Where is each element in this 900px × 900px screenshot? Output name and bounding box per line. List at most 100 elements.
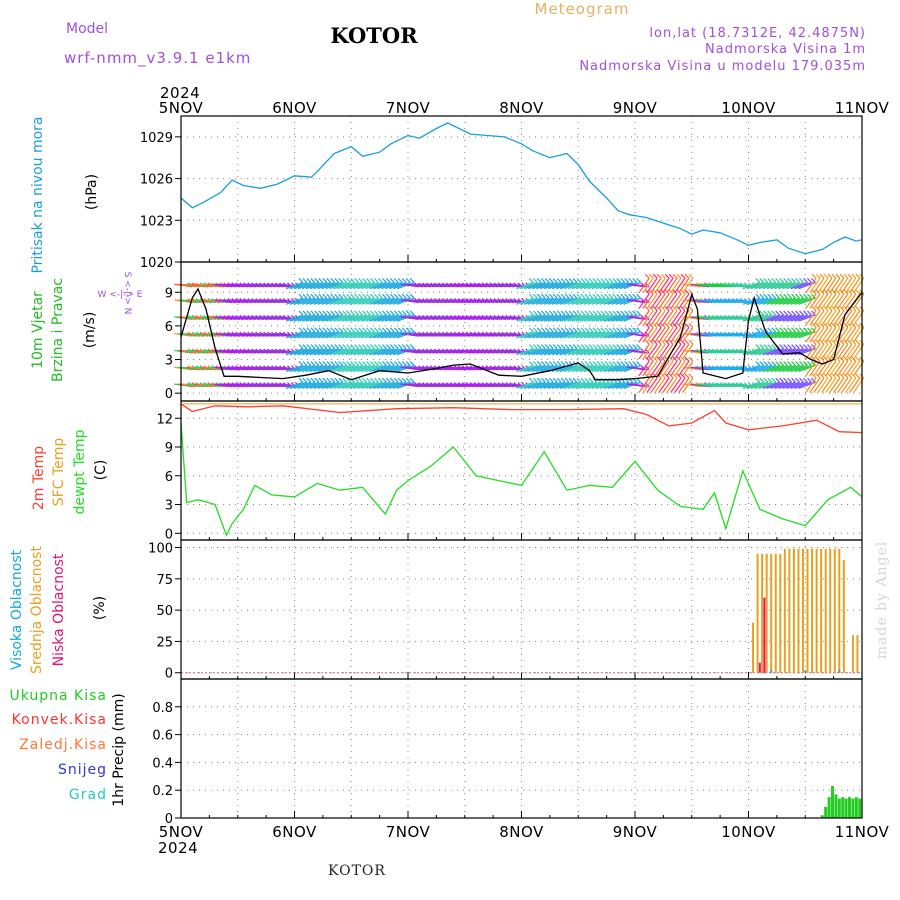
footer-station: KOTOR xyxy=(328,863,386,879)
wind-barb xyxy=(397,377,403,383)
wind-barb xyxy=(334,327,340,333)
wind-barb xyxy=(688,273,694,279)
wind-barb xyxy=(844,343,857,360)
wind-barb xyxy=(381,327,387,333)
wind-barb xyxy=(405,327,411,333)
wind-barb xyxy=(548,278,554,283)
wind-barb xyxy=(782,381,800,389)
wind-barb xyxy=(330,293,336,299)
wind-barb xyxy=(342,293,348,299)
wind-barb xyxy=(532,314,550,322)
wind-barb xyxy=(611,297,629,305)
wind-barb xyxy=(668,273,674,279)
wind-barb xyxy=(520,381,538,389)
wind-barb xyxy=(803,293,808,299)
wind-barb xyxy=(587,314,606,322)
wind-barb xyxy=(301,314,320,322)
wind-barb xyxy=(568,327,574,333)
wind-barb xyxy=(544,314,562,322)
wind-barb xyxy=(516,364,534,373)
wind-barb xyxy=(564,327,570,333)
wind-barb xyxy=(583,381,602,389)
wind-barb xyxy=(354,344,360,350)
wind-barb xyxy=(666,360,678,377)
year-top: 2024 xyxy=(160,84,200,102)
wind-barb xyxy=(334,377,340,383)
wind-barb xyxy=(825,343,837,360)
wind-barb xyxy=(684,356,690,362)
wind-barb xyxy=(636,293,642,299)
wind-barb xyxy=(767,310,773,316)
wind-barb xyxy=(628,293,634,299)
wind-barb xyxy=(389,347,407,356)
wind-barb xyxy=(385,281,403,290)
wind-barb xyxy=(678,277,690,294)
frz-precip-label: Zaledj.Kisa xyxy=(19,737,107,753)
wind-barb xyxy=(758,297,776,305)
wind-barb xyxy=(779,360,785,366)
wind-barb xyxy=(385,360,391,366)
wind-barb xyxy=(742,297,761,305)
y-tick-label: 75 xyxy=(156,573,173,588)
wind-barb xyxy=(552,310,558,316)
wind-barb xyxy=(571,314,590,322)
wind-barb xyxy=(540,297,558,305)
wind-barb xyxy=(666,293,678,309)
wind-barb xyxy=(631,299,650,304)
wind-barb xyxy=(763,377,769,383)
wind-barb xyxy=(794,331,812,339)
wind-barb xyxy=(548,327,554,333)
wind-barb xyxy=(579,314,598,322)
wind-barb xyxy=(305,364,324,373)
y-tick-label: 0.8 xyxy=(152,701,173,716)
wind-barb xyxy=(338,278,344,283)
wind-barb xyxy=(833,310,845,326)
wind-barb xyxy=(579,364,598,373)
wind-barb xyxy=(684,289,690,295)
wind-barb xyxy=(810,278,816,283)
wind-barb xyxy=(326,278,332,283)
date-label: 8NOV xyxy=(499,99,544,117)
wind-barb xyxy=(755,278,761,283)
wind-barb xyxy=(555,314,574,322)
wind-barb xyxy=(775,377,781,383)
wind-barb xyxy=(587,381,606,389)
wind-barb xyxy=(584,360,590,366)
wind-barb xyxy=(791,360,797,366)
wind-barb xyxy=(658,327,670,343)
wind-barb xyxy=(302,293,308,299)
date-label: 10NOV xyxy=(721,99,776,117)
wind-barb xyxy=(520,331,538,339)
wind-barb xyxy=(767,377,773,383)
wind-barb xyxy=(829,343,841,360)
wind-barb xyxy=(362,293,367,299)
wind-barb xyxy=(844,327,857,343)
wind-barb xyxy=(595,347,614,356)
wind-barb xyxy=(851,273,857,279)
wind-barb xyxy=(329,297,347,305)
wind-barb xyxy=(771,360,777,366)
y-tick-label: 0.6 xyxy=(152,729,173,744)
wind-barb xyxy=(313,331,331,339)
wind-barb xyxy=(631,366,650,371)
wind-barb xyxy=(823,273,829,279)
wind-barb xyxy=(658,377,670,394)
wind-barb xyxy=(806,278,812,283)
wind-barb xyxy=(837,343,849,360)
wind-barb xyxy=(350,310,356,316)
wind-barb xyxy=(636,327,642,333)
wind-barb xyxy=(584,344,590,350)
wind-barb xyxy=(322,278,328,283)
wind-barb xyxy=(536,278,542,283)
wind-barb xyxy=(825,377,837,394)
wind-barb xyxy=(571,281,590,290)
wind-barb xyxy=(337,364,355,373)
wind-barb xyxy=(587,364,606,373)
wind-barb xyxy=(321,297,339,305)
wind-barb xyxy=(397,293,403,299)
wind-barb xyxy=(309,347,328,356)
wind-barb xyxy=(330,344,336,350)
wind-barb xyxy=(676,273,682,279)
wind-barb xyxy=(688,339,694,345)
wind-barb xyxy=(774,331,792,339)
